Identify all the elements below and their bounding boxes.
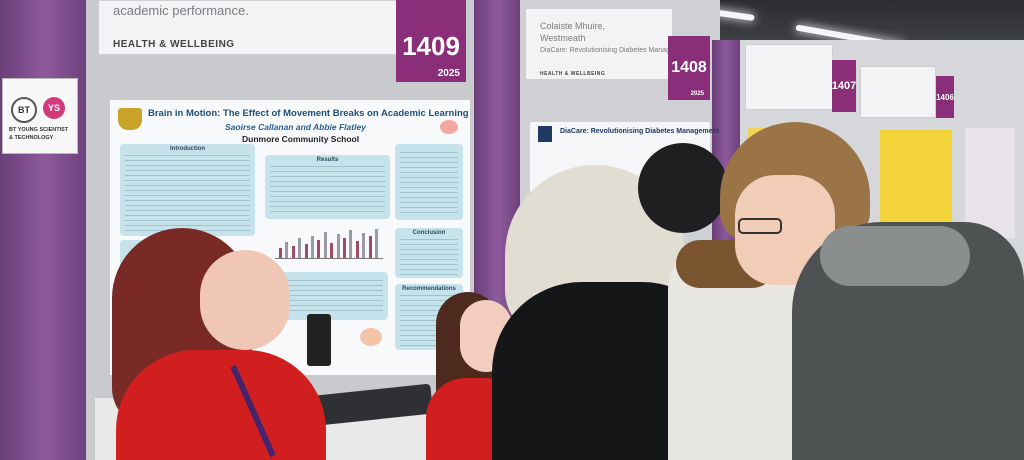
stand-number: 1408 2025: [668, 36, 710, 100]
science-poster: Brain in Motion: The Effect of Movement …: [110, 100, 470, 375]
chart-bar: [343, 238, 346, 258]
poster-section: Introduction: [120, 144, 255, 236]
chart-bar: [349, 230, 353, 258]
section-text: [400, 152, 458, 214]
chart-bar: [355, 241, 359, 258]
chart-bar: [330, 243, 334, 258]
chart-bar: [291, 246, 295, 258]
year-label: 2025: [437, 68, 460, 79]
section-text: [285, 280, 383, 314]
section-heading: Introduction: [170, 146, 205, 152]
chart-bar: [323, 232, 327, 258]
chart-bar: [336, 234, 340, 258]
year-label: 2025: [690, 91, 704, 97]
poster-section: Results: [265, 155, 390, 219]
chart-bar: [375, 229, 378, 258]
poster-bar-chart: [275, 228, 383, 259]
project-title-fragment: academic performance.: [113, 3, 249, 18]
poster-school: Dunmore Community School: [242, 134, 360, 144]
booth-pillar: [0, 0, 90, 460]
school-crest-icon: [538, 126, 552, 142]
glasses-icon: [738, 218, 782, 234]
hood-collar: [820, 226, 970, 286]
poster-authors: Saoirse Callanan and Abbie Flatley: [225, 122, 366, 132]
section-text: [400, 239, 458, 275]
section-heading: Results: [316, 157, 339, 163]
sponsor-line: BT YOUNG SCIENTIST: [9, 127, 69, 133]
booth-header: Colaiste Mhuire, Westmeath DiaCare: Revo…: [525, 8, 689, 80]
booth-header: [860, 66, 936, 118]
hair: [638, 143, 728, 233]
section-text: [270, 166, 385, 216]
stand-number-text: 1409: [402, 30, 460, 61]
stand-number-text: 1408: [671, 59, 707, 76]
face: [200, 250, 290, 350]
chart-bar: [279, 248, 282, 258]
stand-number-text: 1406: [936, 92, 954, 102]
section-text: [125, 155, 250, 233]
booth-header: academic performance. HEALTH & WELLBEING: [98, 0, 398, 55]
stand-number-text: 1407: [831, 80, 857, 92]
booth-header: [745, 44, 833, 110]
poster-section: Conclusion: [395, 228, 463, 278]
phone-photo: [307, 314, 331, 366]
section-heading: Recommendations: [402, 286, 456, 292]
stand-number: 1407: [832, 60, 856, 112]
ys-logo: YS: [43, 97, 65, 119]
red-shirt: [116, 350, 326, 460]
stand-number: 1409 2025: [396, 0, 466, 82]
chart-bar: [362, 233, 366, 258]
brain-icon: [440, 120, 458, 134]
category-label: HEALTH & WELLBEING: [113, 39, 235, 50]
school-line: Colaiste Mhuire,: [540, 21, 606, 31]
mascot-icon: [360, 328, 382, 346]
poster-section: [280, 272, 388, 320]
stand-number: 1406: [936, 76, 954, 118]
chart-bar: [298, 238, 302, 258]
poster-title: Brain in Motion: The Effect of Movement …: [148, 108, 469, 119]
chart-bar: [304, 244, 308, 258]
sponsor-line: & TECHNOLOGY: [9, 135, 54, 141]
chart-bar: [311, 236, 314, 258]
poster-section: [395, 144, 463, 220]
section-heading: Conclusion: [412, 230, 446, 236]
chart-bar: [317, 240, 321, 258]
bt-logo: BT: [11, 97, 37, 123]
project-title-fragment: DiaCare: Revolutionising Diabetes Manage…: [540, 47, 690, 54]
category-label: HEALTH & WELLBEING: [540, 71, 606, 77]
school-crest-icon: [118, 108, 142, 130]
chart-bar: [368, 236, 372, 258]
distant-display: [965, 128, 1015, 238]
school-line: Westmeath: [540, 33, 586, 43]
yellow-poster: [880, 130, 952, 226]
chart-bar: [285, 242, 289, 258]
poster-title: DiaCare: Revolutionising Diabetes Manage…: [560, 128, 720, 135]
sponsor-card: BT YS BT YOUNG SCIENTIST & TECHNOLOGY: [2, 78, 78, 154]
